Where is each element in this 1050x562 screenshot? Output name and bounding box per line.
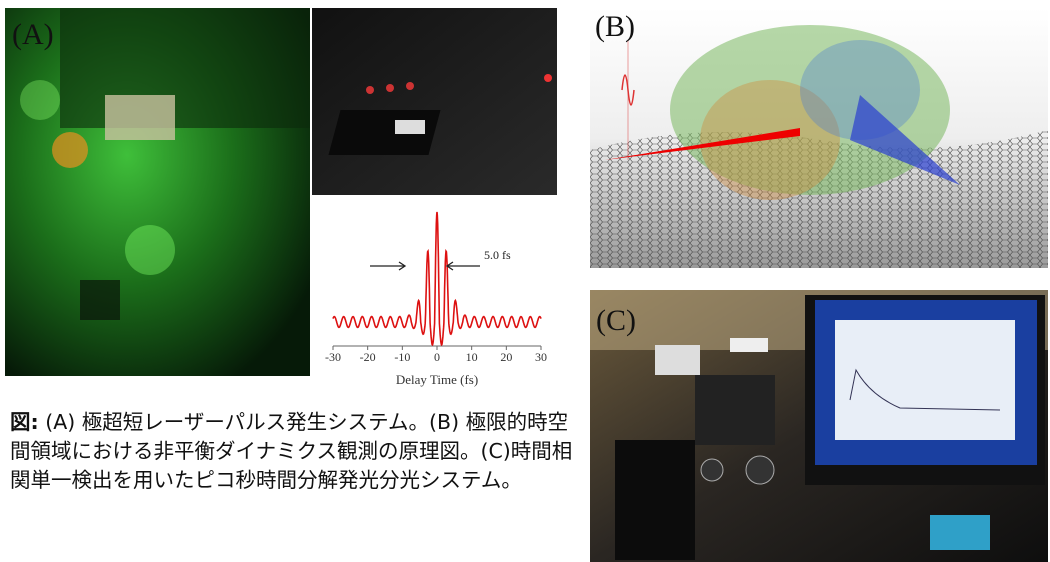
- x-tick-label: -20: [360, 350, 376, 364]
- annotation: 5.0 fs: [484, 248, 511, 262]
- x-tick-label: 0: [434, 350, 440, 364]
- caption: 図: (A) 極超短レーザーパルス発生システム。(B) 極限的時空間領域における…: [10, 408, 575, 495]
- x-tick-label: -10: [394, 350, 410, 364]
- trace: [333, 212, 541, 345]
- caption-lead: 図:: [10, 410, 39, 434]
- x-axis-label: Delay Time (fs): [396, 372, 478, 387]
- x-tick-label: -30: [325, 350, 341, 364]
- arrow: [447, 262, 480, 270]
- x-tick-label: 10: [466, 350, 478, 364]
- photo-c: [590, 290, 1048, 562]
- arrow: [370, 262, 405, 270]
- photo-a-inset: [312, 8, 557, 195]
- illustration-b: [590, 8, 1048, 268]
- x-tick-label: 20: [500, 350, 512, 364]
- panel-label: (B): [595, 10, 635, 43]
- x-tick-label: 30: [535, 350, 547, 364]
- caption-text: (A) 極超短レーザーパルス発生システム。(B) 極限的時空間領域における非平衡…: [10, 410, 572, 492]
- autocorrelation-inset: 5.0 fs Delay Time (fs) -30 -20 -10 0 10 20 30: [325, 212, 547, 387]
- panel-label: (A): [12, 18, 54, 51]
- panel-label: (C): [596, 304, 636, 337]
- photo-a: [5, 8, 310, 376]
- page: {"panels": {"a": {"label": "(A)"}, "b": …: [0, 0, 1050, 562]
